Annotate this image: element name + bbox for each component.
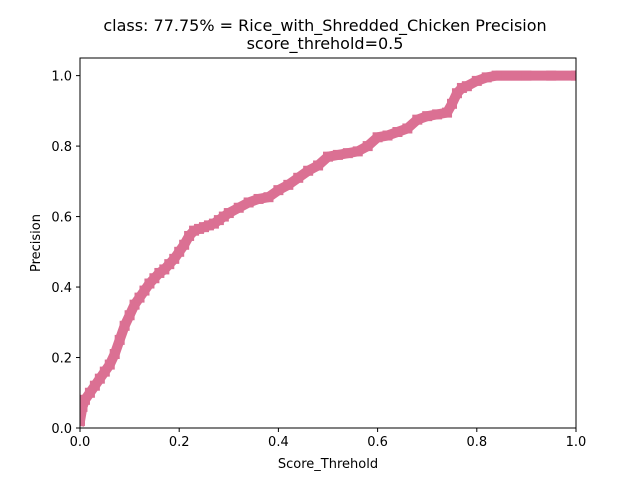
precision-data-point <box>303 165 314 176</box>
precision-data-point <box>402 123 413 134</box>
precision-data-point <box>149 273 160 284</box>
precision-data-point <box>253 193 264 204</box>
precision-data-point <box>114 334 125 345</box>
precision-data-point <box>223 208 234 219</box>
precision-data-point <box>179 239 190 250</box>
precision-data-point <box>273 185 284 196</box>
y-tick-label: 0.6 <box>51 211 72 226</box>
precision-data-point <box>571 70 576 81</box>
precision-data-point <box>184 230 195 241</box>
precision-data-point <box>432 109 443 120</box>
precision-data-point <box>481 72 492 83</box>
x-tick-label: 0.6 <box>367 435 388 450</box>
precision-data-point <box>342 148 353 159</box>
y-tick-label: 0.4 <box>51 281 72 296</box>
precision-data-point <box>392 127 403 137</box>
precision-data-point <box>501 70 512 81</box>
chart-title: class: 77.75% = Rice_with_Shredded_Chick… <box>103 16 546 36</box>
precision-data-point <box>124 310 135 321</box>
precision-data-point <box>422 111 433 122</box>
precision-data-point <box>293 172 304 183</box>
precision-data-point <box>451 88 462 99</box>
chart-subtitle: score_threhold=0.5 <box>247 34 404 54</box>
precision-data-point <box>233 202 244 213</box>
precision-data-point <box>521 70 532 81</box>
precision-data-point <box>283 179 294 190</box>
precision-data-point <box>313 160 324 171</box>
x-tick-label: 1.0 <box>566 435 587 450</box>
precision-data-point <box>174 246 185 257</box>
x-tick-label: 0.8 <box>466 435 487 450</box>
x-tick-label: 0.2 <box>169 435 190 450</box>
precision-data-point <box>80 394 90 405</box>
precision-data-point <box>447 98 457 109</box>
precision-data-point <box>461 81 472 92</box>
precision-data-point <box>129 299 140 310</box>
precision-data-point <box>372 132 383 143</box>
precision-data-point <box>511 70 522 81</box>
precision-data-point <box>382 130 393 141</box>
precision-data-point <box>491 70 502 81</box>
x-axis-label: Score_Threhold <box>278 457 378 472</box>
precision-data-point <box>243 197 254 208</box>
y-tick-label: 0.2 <box>51 352 72 367</box>
precision-data-point <box>80 401 88 412</box>
y-tick-label: 0.8 <box>51 140 72 155</box>
precision-data-point <box>352 146 363 157</box>
precision-data-point <box>332 149 343 160</box>
precision-data-point <box>94 373 105 384</box>
precision-data-point <box>119 320 130 331</box>
precision-data-point <box>99 366 110 377</box>
series-group <box>80 70 576 427</box>
precision-data-point <box>104 359 115 370</box>
y-tick-label: 0.0 <box>51 422 72 437</box>
plot-frame <box>79 57 577 429</box>
precision-data-point <box>164 259 175 270</box>
precision-data-point <box>144 278 155 289</box>
tick-group: 0.0 0.2 0.4 0.6 0.8 1.0 0.0 0.2 0.4 0.6 0.8 1.0 <box>51 70 586 450</box>
precision-data-point <box>80 415 85 426</box>
precision-data-point <box>362 141 373 152</box>
precision-data-point <box>546 70 557 81</box>
precision-data-point <box>89 380 100 391</box>
precision-data-point <box>159 264 170 275</box>
x-tick-label: 0.0 <box>70 435 91 450</box>
precision-data-point <box>139 285 150 296</box>
precision-data-point <box>263 192 274 203</box>
precision-data-point <box>84 387 95 398</box>
y-axis-label: Precision <box>29 214 44 272</box>
precision-data-point <box>323 151 333 162</box>
y-tick-label: 1.0 <box>51 70 72 85</box>
precision-data-point <box>471 75 482 86</box>
precision-data-point <box>109 349 120 359</box>
precision-data-point <box>412 114 423 125</box>
precision-data-point <box>169 253 180 264</box>
precision-data-point <box>134 292 145 303</box>
x-tick-label: 0.4 <box>268 435 289 450</box>
precision-data-point <box>442 107 453 118</box>
